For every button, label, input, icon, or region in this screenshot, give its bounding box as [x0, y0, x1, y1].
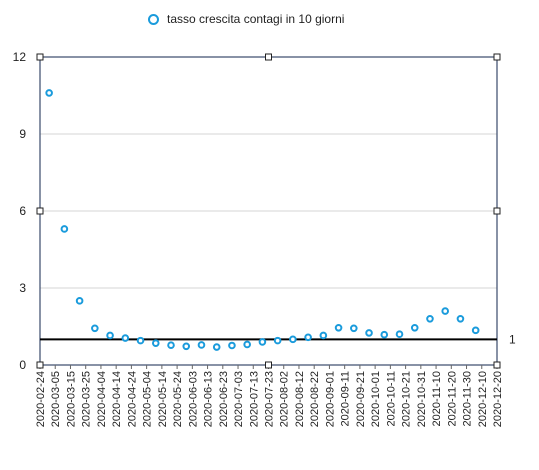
reference-line-label: 1 — [509, 332, 516, 346]
x-tick-label: 2020-06-23 — [218, 371, 230, 427]
x-tick-label: 2020-08-02 — [279, 371, 291, 427]
x-tick-label: 2020-06-13 — [203, 371, 215, 427]
data-point — [395, 330, 404, 339]
y-tick-label: 9 — [19, 127, 26, 141]
x-tick-label: 2020-10-01 — [370, 371, 382, 427]
x-tick-label: 2020-09-21 — [355, 371, 367, 427]
data-point — [380, 330, 389, 339]
y-tick-label: 12 — [13, 50, 27, 64]
x-tick-label: 2020-05-24 — [172, 371, 184, 427]
x-tick-label: 2020-09-01 — [324, 371, 336, 427]
y-tick-label: 3 — [19, 281, 26, 295]
data-point — [334, 323, 343, 332]
x-tick-label: 2020-09-11 — [340, 371, 352, 426]
resize-handle-icon — [36, 53, 44, 61]
data-point — [304, 333, 312, 342]
x-tick-label: 2020-10-31 — [416, 371, 428, 427]
resize-handle-icon — [36, 207, 44, 215]
data-point — [212, 343, 221, 351]
data-point — [75, 297, 84, 305]
resize-handle-icon — [493, 361, 501, 369]
data-point — [243, 340, 251, 349]
data-point — [151, 339, 160, 347]
x-tick-label: 2020-04-04 — [96, 371, 108, 427]
data-point — [410, 323, 419, 332]
x-tick-label: 2020-08-22 — [309, 371, 321, 427]
data-point — [426, 315, 434, 323]
x-tick-label: 2020-03-05 — [50, 371, 62, 427]
data-point — [106, 331, 114, 340]
data-point — [197, 341, 206, 349]
resize-handle-icon — [36, 361, 44, 369]
x-tick-label: 2020-05-04 — [142, 371, 154, 427]
y-tick-label: 6 — [19, 204, 26, 218]
data-point — [365, 329, 373, 337]
data-point — [121, 334, 130, 342]
data-point — [441, 307, 450, 315]
x-tick-label: 2020-11-20 — [446, 371, 458, 426]
x-tick-label: 2020-12-20 — [492, 371, 504, 427]
x-tick-label: 2020-07-13 — [248, 371, 260, 427]
data-point — [136, 336, 145, 345]
resize-handle-icon — [493, 53, 501, 61]
data-point — [319, 331, 328, 340]
x-tick-label: 2020-07-23 — [264, 371, 276, 427]
x-tick-label: 2020-03-15 — [65, 371, 77, 427]
x-tick-label: 2020-11-30 — [462, 371, 474, 426]
x-tick-label: 2020-12-10 — [477, 371, 489, 427]
data-point — [45, 89, 53, 97]
legend-marker-icon — [148, 13, 159, 25]
data-point — [182, 342, 191, 351]
x-tick-label: 2020-05-14 — [157, 371, 169, 427]
data-point — [60, 225, 69, 233]
chart-legend: tasso crescita contagi in 10 giorni — [148, 10, 344, 28]
x-tick-label: 2020-04-24 — [126, 371, 138, 427]
x-tick-label: 2020-07-03 — [233, 371, 245, 427]
data-point — [228, 341, 236, 350]
data-point — [273, 336, 282, 345]
data-point — [350, 324, 358, 333]
y-tick-label: 0 — [19, 358, 26, 372]
x-tick-label: 2020-06-03 — [187, 371, 199, 427]
x-tick-label: 2020-04-14 — [111, 371, 123, 427]
data-point — [167, 341, 175, 350]
x-tick-label: 2020-10-11 — [385, 371, 397, 426]
x-tick-label: 2020-11-10 — [431, 371, 443, 426]
resize-handle-icon — [265, 53, 272, 61]
data-point — [456, 315, 465, 323]
x-tick-label: 2020-08-12 — [294, 371, 306, 427]
x-tick-label: 2020-10-21 — [401, 371, 413, 427]
legend-label: tasso crescita contagi in 10 giorni — [167, 12, 345, 26]
data-point — [258, 338, 267, 346]
data-point — [471, 326, 480, 335]
x-tick-label: 2020-03-25 — [81, 371, 93, 427]
data-point — [289, 335, 297, 344]
resize-handle-icon — [493, 207, 501, 215]
x-tick-label: 2020-02-24 — [35, 371, 47, 427]
resize-handle-icon — [265, 361, 272, 369]
data-point — [91, 324, 99, 333]
